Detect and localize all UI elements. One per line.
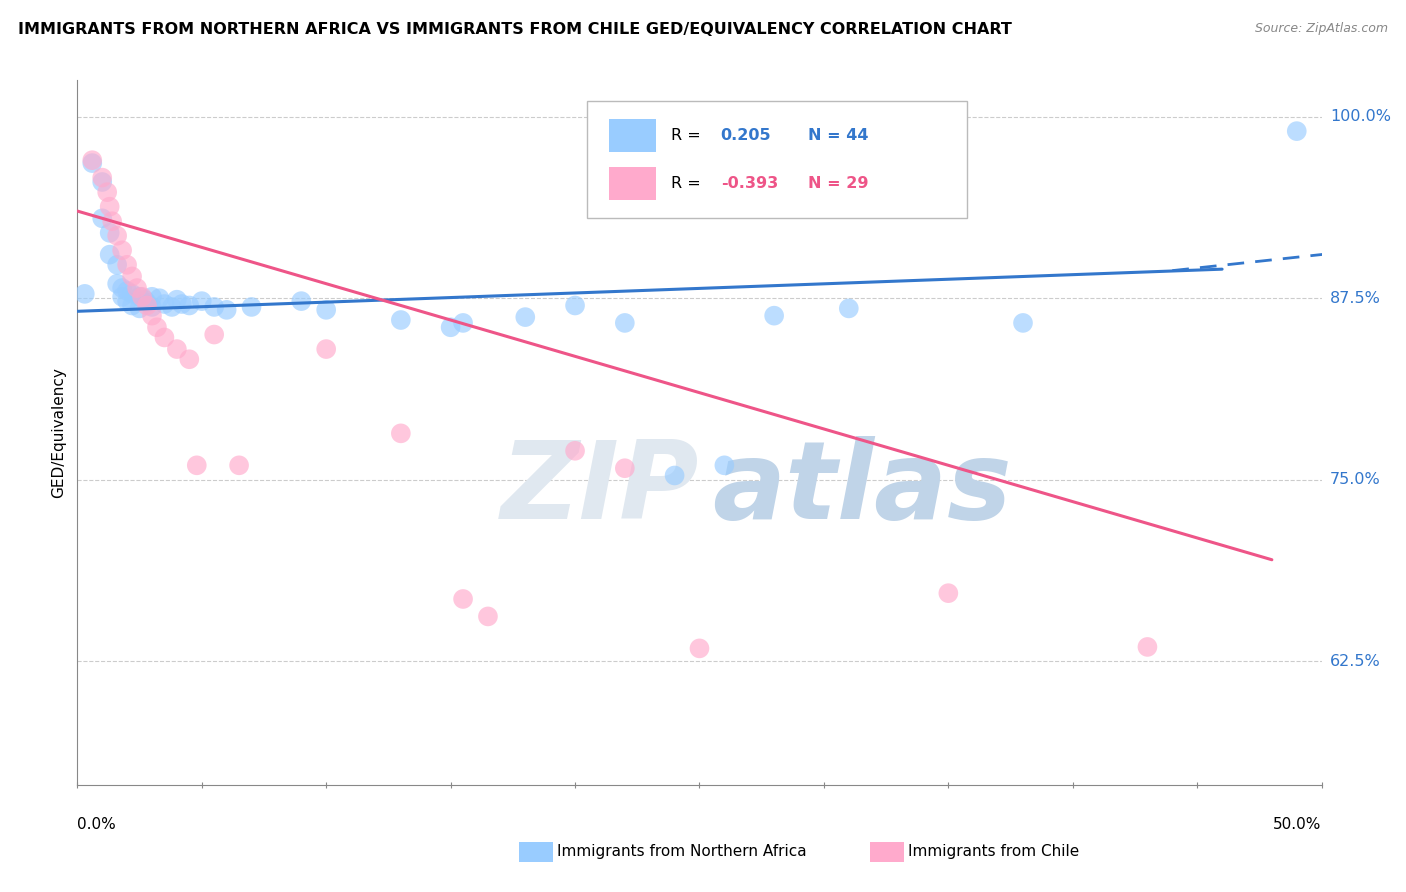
Point [136,298,159,312]
Point [134,293,156,307]
Point [82,153,104,168]
Point [1285,124,1308,138]
Text: R =: R = [671,128,706,143]
Text: 100.0%: 100.0% [1330,109,1391,124]
Text: 50.0%: 50.0% [1274,817,1322,831]
Point [1136,640,1159,654]
Text: 62.5%: 62.5% [1330,654,1381,669]
Point [82,156,104,170]
Point [121,298,143,312]
Point [215,302,238,317]
Point [111,290,134,304]
Point [98,247,121,261]
Point [564,298,586,312]
Point [290,294,312,309]
Point [613,461,636,475]
Point [121,286,143,301]
Point [713,458,735,473]
Text: -0.393: -0.393 [721,176,778,191]
Point [136,295,159,310]
Text: N = 44: N = 44 [807,128,869,143]
Point [451,316,474,330]
Point [179,298,201,312]
Point [128,290,150,304]
Point [125,281,148,295]
Point [91,175,114,189]
Point [240,300,263,314]
Point [315,342,337,356]
Text: Source: ZipAtlas.com: Source: ZipAtlas.com [1254,22,1388,36]
Point [440,320,463,334]
Point [105,277,128,291]
Point [228,458,250,473]
Point [186,458,208,473]
Point [105,228,128,243]
FancyBboxPatch shape [588,102,967,218]
Point [689,641,711,656]
Point [166,342,188,356]
Point [121,269,143,284]
Point [838,301,860,316]
Point [564,443,586,458]
Text: 0.0%: 0.0% [77,817,117,831]
Point [191,294,214,309]
Bar [609,167,657,200]
Point [105,258,128,272]
Point [131,290,153,304]
Point [315,302,337,317]
Point [146,320,169,334]
Text: Immigrants from Northern Africa: Immigrants from Northern Africa [557,845,807,859]
Point [938,586,960,600]
Point [128,301,150,316]
Point [153,297,176,311]
Point [179,352,201,367]
Point [111,281,134,295]
Point [73,286,96,301]
Point [98,200,121,214]
Point [515,310,537,325]
Point [664,468,686,483]
Text: atlas: atlas [711,436,1011,542]
Point [202,300,225,314]
Point [613,316,636,330]
Point [96,185,118,199]
Point [202,327,225,342]
Point [141,309,163,323]
Point [115,284,138,298]
Point [153,330,176,344]
Point [141,300,163,314]
Bar [609,120,657,152]
Text: ZIP: ZIP [501,436,700,542]
Y-axis label: GED/Equivalency: GED/Equivalency [51,368,66,498]
Point [170,297,193,311]
Point [101,214,124,228]
Point [115,258,138,272]
Point [91,211,114,226]
Point [451,592,474,607]
Point [148,291,170,305]
Point [477,609,499,624]
Text: N = 29: N = 29 [807,176,869,191]
Point [166,293,188,307]
Point [389,313,412,327]
Point [91,170,114,185]
Text: IMMIGRANTS FROM NORTHERN AFRICA VS IMMIGRANTS FROM CHILE GED/EQUIVALENCY CORRELA: IMMIGRANTS FROM NORTHERN AFRICA VS IMMIG… [18,22,1012,37]
Text: 87.5%: 87.5% [1330,291,1381,306]
Point [160,300,183,314]
Point [115,294,138,309]
Point [111,244,134,258]
Point [141,290,163,304]
Point [1012,316,1035,330]
Text: Immigrants from Chile: Immigrants from Chile [908,845,1080,859]
Text: 75.0%: 75.0% [1330,473,1381,487]
Point [98,226,121,240]
Point [763,309,786,323]
Text: 0.205: 0.205 [721,128,772,143]
Point [389,426,412,441]
Text: R =: R = [671,176,706,191]
